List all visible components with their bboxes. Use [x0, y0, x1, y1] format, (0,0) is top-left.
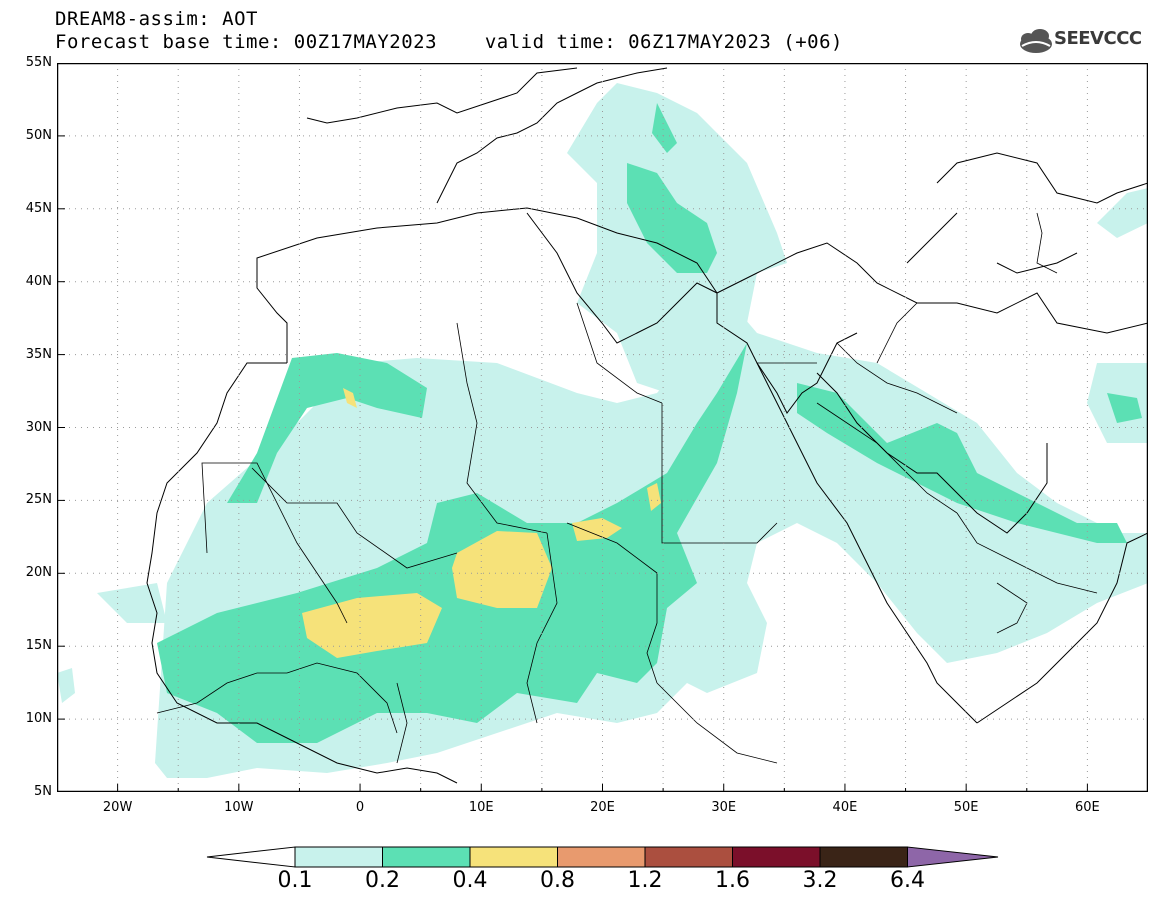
latitude-label: 55N: [25, 55, 52, 70]
country-borders: [156, 212, 1098, 764]
colorbar-swatch: [644, 846, 733, 868]
colorbar-label: 1.6: [715, 868, 750, 893]
aot-contour-0.2-0.4: [157, 103, 1142, 743]
longitude-label: 40E: [832, 800, 858, 815]
longitude-label: 50E: [953, 800, 979, 815]
colorbar-swatch: [819, 846, 908, 868]
longitude-label: 60E: [1074, 800, 1100, 815]
latitude-label: 40N: [25, 273, 52, 289]
colorbar-swatch: [294, 846, 383, 868]
title-spacer: [437, 31, 485, 53]
colorbar-label: 6.4: [890, 868, 925, 893]
latitude-label: 30N: [25, 419, 52, 435]
aot-contour-0.4-0.8: [302, 388, 661, 658]
logo-text: SEEVCCC: [1054, 28, 1142, 49]
map-title: DREAM8-assim: AOT: [55, 8, 258, 30]
longitude-label: 20W: [102, 800, 133, 815]
colorbar-label: 0.2: [365, 868, 400, 893]
latitude-label: 10N: [25, 711, 52, 727]
colorbar-swatch: [469, 846, 558, 868]
map-subtitle: Forecast base time: 00Z17MAY2023 valid t…: [55, 31, 843, 53]
longitude-label: 10E: [468, 800, 494, 815]
longitude-label: 10W: [224, 800, 254, 815]
base-time-text: Forecast base time: 00Z17MAY2023: [55, 31, 438, 53]
latitude-label: 25N: [25, 492, 52, 508]
latitude-label: 35N: [25, 346, 52, 362]
colorbar-label: 0.4: [452, 868, 488, 893]
colorbar-label: 0.8: [540, 868, 575, 893]
colorbar-label: 0.1: [277, 868, 313, 893]
colorbar-over-arrow: [907, 846, 999, 868]
longitude-label: 30E: [711, 800, 737, 815]
map-border: [57, 63, 1148, 792]
aot-map: [57, 63, 1148, 792]
longitude-label: 20E: [590, 800, 615, 815]
aot-colorbar: [206, 846, 999, 868]
colorbar-label: 1.2: [627, 868, 663, 893]
seevccc-logo: [1020, 29, 1052, 53]
latitude-label: 45N: [25, 200, 52, 216]
latitude-label: 5N: [34, 784, 52, 799]
colorbar-swatch: [557, 846, 646, 868]
colorbar-swatch: [382, 846, 471, 868]
coastlines: [146, 67, 1148, 784]
latitude-label: 20N: [25, 565, 52, 581]
latitude-label: 15N: [25, 638, 52, 654]
colorbar-under-arrow: [206, 846, 296, 868]
latitude-label: 50N: [25, 127, 52, 143]
colorbar-swatch: [732, 846, 821, 868]
cloud-icon: [1020, 29, 1052, 53]
longitude-label: 0: [355, 800, 365, 815]
colorbar-label: 3.2: [802, 868, 838, 893]
valid-time-text: valid time: 06Z17MAY2023 (+06): [484, 31, 843, 53]
